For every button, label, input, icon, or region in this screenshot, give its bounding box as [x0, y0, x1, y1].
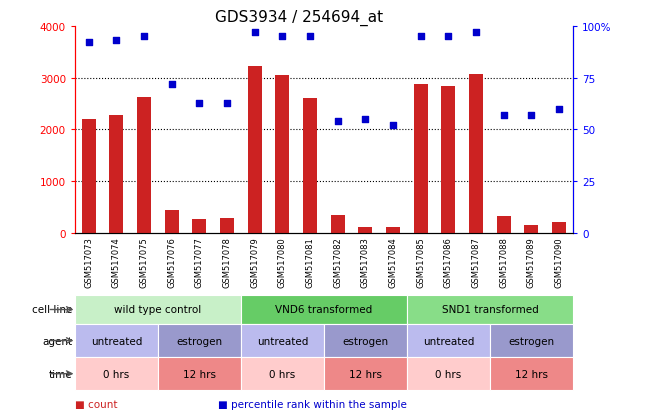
Bar	[241, 357, 324, 390]
Point	[471, 30, 481, 36]
Bar	[407, 295, 573, 324]
Title: GDS3934 / 254694_at: GDS3934 / 254694_at	[215, 9, 383, 26]
Bar	[469, 75, 483, 233]
Bar	[359, 227, 372, 233]
Text: GSM517074: GSM517074	[112, 236, 121, 287]
Point	[526, 112, 536, 119]
Text: untreated: untreated	[90, 336, 142, 346]
Bar	[75, 357, 158, 390]
Text: GSM517083: GSM517083	[361, 236, 370, 287]
Text: GSM517084: GSM517084	[389, 236, 398, 287]
Point	[139, 34, 149, 40]
Bar	[82, 120, 96, 233]
Bar	[220, 218, 234, 233]
Bar	[497, 216, 510, 233]
Text: cell line: cell line	[32, 305, 72, 315]
Bar	[407, 357, 490, 390]
Bar	[193, 219, 206, 233]
Bar	[241, 324, 324, 357]
Bar	[241, 295, 407, 324]
Text: 12 hrs: 12 hrs	[183, 369, 216, 379]
Bar	[407, 324, 490, 357]
Point	[415, 34, 426, 40]
Text: GSM517090: GSM517090	[555, 236, 564, 287]
Point	[499, 112, 509, 119]
Text: GSM517080: GSM517080	[278, 236, 287, 287]
Text: wild type control: wild type control	[114, 305, 202, 315]
Point	[249, 30, 260, 36]
Point	[222, 100, 232, 107]
Text: estrogen: estrogen	[176, 336, 223, 346]
Bar	[324, 357, 407, 390]
Text: 0 hrs: 0 hrs	[104, 369, 130, 379]
Bar	[386, 228, 400, 233]
Text: SND1 transformed: SND1 transformed	[441, 305, 538, 315]
Point	[194, 100, 204, 107]
Text: estrogen: estrogen	[508, 336, 555, 346]
Bar	[490, 324, 573, 357]
Bar	[158, 324, 241, 357]
Bar	[331, 216, 344, 233]
Text: GSM517085: GSM517085	[416, 236, 425, 287]
Bar	[490, 357, 573, 390]
Text: 12 hrs: 12 hrs	[349, 369, 382, 379]
Bar	[324, 324, 407, 357]
Bar	[75, 324, 158, 357]
Bar	[165, 210, 178, 233]
Bar	[137, 98, 151, 233]
Point	[305, 34, 315, 40]
Text: GSM517089: GSM517089	[527, 236, 536, 287]
Text: GSM517077: GSM517077	[195, 236, 204, 287]
Text: GSM517081: GSM517081	[305, 236, 314, 287]
Point	[360, 116, 370, 123]
Text: GSM517082: GSM517082	[333, 236, 342, 287]
Point	[277, 34, 288, 40]
Text: GSM517088: GSM517088	[499, 236, 508, 287]
Bar	[75, 295, 241, 324]
Point	[167, 81, 177, 88]
Text: estrogen: estrogen	[342, 336, 389, 346]
Text: GSM517086: GSM517086	[444, 236, 453, 287]
Text: 0 hrs: 0 hrs	[436, 369, 462, 379]
Text: GSM517078: GSM517078	[223, 236, 232, 287]
Text: GSM517087: GSM517087	[471, 236, 480, 287]
Bar	[158, 357, 241, 390]
Text: VND6 transformed: VND6 transformed	[275, 305, 372, 315]
Text: untreated: untreated	[256, 336, 308, 346]
Text: 12 hrs: 12 hrs	[515, 369, 548, 379]
Bar	[552, 222, 566, 233]
Point	[554, 106, 564, 113]
Text: untreated: untreated	[422, 336, 474, 346]
Point	[388, 123, 398, 129]
Text: 0 hrs: 0 hrs	[270, 369, 296, 379]
Text: time: time	[49, 369, 72, 379]
Text: GSM517075: GSM517075	[139, 236, 148, 287]
Bar	[525, 225, 538, 233]
Point	[333, 119, 343, 125]
Point	[443, 34, 454, 40]
Bar	[109, 116, 123, 233]
Bar	[303, 99, 317, 233]
Text: GSM517076: GSM517076	[167, 236, 176, 287]
Text: ■ count: ■ count	[75, 399, 117, 409]
Text: ■ percentile rank within the sample: ■ percentile rank within the sample	[218, 399, 407, 409]
Text: GSM517079: GSM517079	[250, 236, 259, 287]
Point	[83, 40, 94, 47]
Text: agent: agent	[42, 336, 72, 346]
Bar	[414, 85, 428, 233]
Point	[111, 38, 122, 45]
Bar	[275, 76, 289, 233]
Bar	[441, 87, 455, 233]
Bar	[248, 66, 262, 233]
Text: GSM517073: GSM517073	[84, 236, 93, 287]
